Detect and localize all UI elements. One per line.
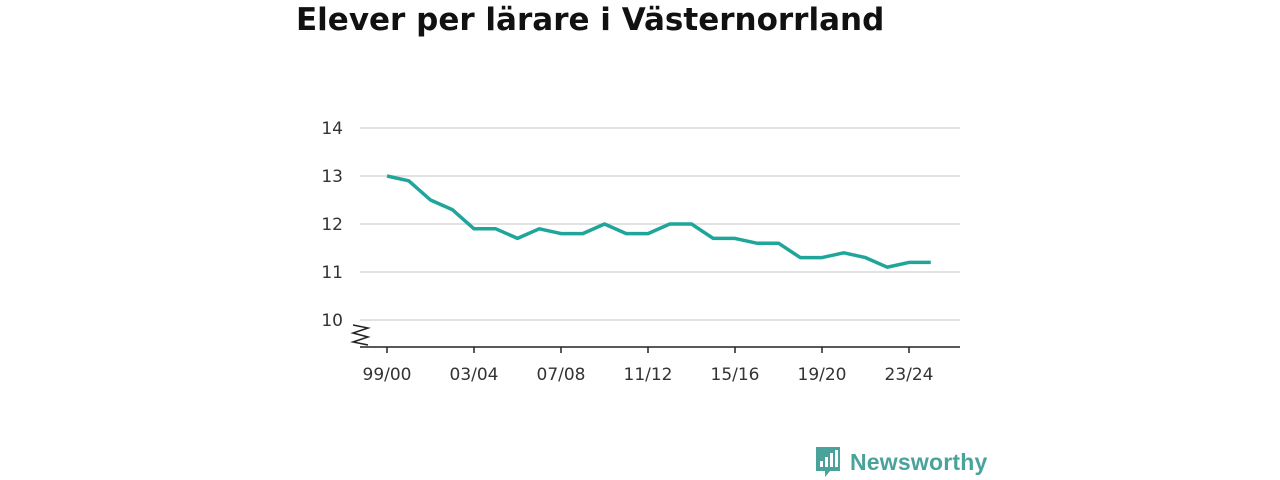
y-tick-label: 13	[321, 167, 343, 187]
x-axis	[350, 324, 960, 348]
series-layer	[386, 174, 931, 269]
newsworthy-brand: Newsworthy	[814, 445, 987, 479]
x-axis-ticks: 99/00 03/04 07/08 11/12 15/16 19/20 23/24	[363, 347, 934, 385]
grid-lines	[360, 127, 960, 321]
x-tick-label: 99/00	[363, 365, 412, 385]
x-tick-label: 07/08	[537, 365, 586, 385]
x-tick-label: 19/20	[798, 365, 847, 385]
y-tick-label: 14	[321, 119, 343, 139]
newsworthy-logo-icon	[816, 447, 840, 477]
y-axis-ticks: 10 11 12 13 14	[321, 119, 343, 331]
y-tick-label: 11	[321, 263, 343, 283]
y-tick-label: 10	[321, 311, 343, 331]
brand-name: Newsworthy	[850, 448, 988, 475]
axis-break-marker	[350, 324, 371, 346]
chart-title: Elever per lärare i Västernorrland	[296, 2, 885, 38]
series-line	[386, 174, 931, 269]
x-tick-label: 11/12	[624, 365, 673, 385]
x-tick-label: 03/04	[450, 365, 499, 385]
x-tick-label: 15/16	[711, 365, 760, 385]
y-tick-label: 12	[321, 215, 343, 235]
x-tick-label: 23/24	[885, 365, 934, 385]
